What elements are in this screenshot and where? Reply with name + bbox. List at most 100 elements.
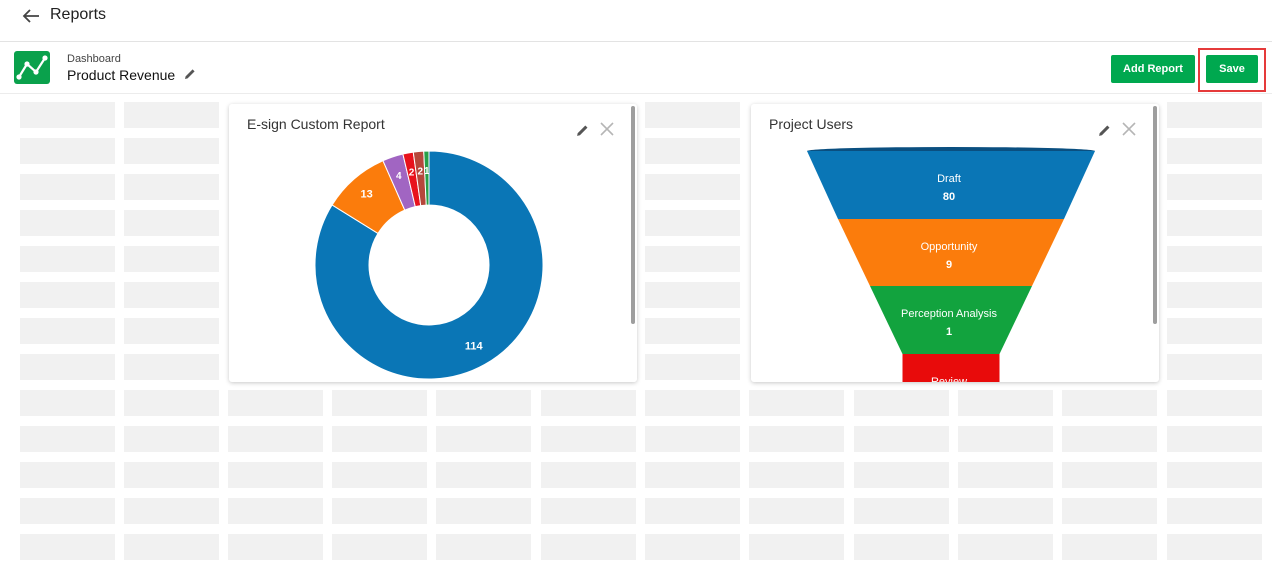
grid-placeholder-cell — [332, 390, 427, 416]
grid-placeholder-cell — [332, 426, 427, 452]
donut-slice[interactable] — [423, 150, 430, 206]
donut-slice-label: 2 — [417, 166, 423, 177]
grid-placeholder-cell — [645, 498, 740, 524]
add-report-button[interactable]: Add Report — [1111, 55, 1195, 83]
top-bar: Reports — [0, 0, 1272, 42]
funnel-stage[interactable] — [902, 354, 1000, 382]
grid-placeholder-cell — [20, 354, 115, 380]
grid-placeholder-cell — [436, 426, 531, 452]
grid-placeholder-cell — [20, 498, 115, 524]
grid-placeholder-cell — [124, 318, 219, 344]
grid-placeholder-cell — [124, 138, 219, 164]
grid-placeholder-cell — [1062, 498, 1157, 524]
funnel-stage[interactable] — [838, 219, 1064, 286]
grid-placeholder-cell — [436, 534, 531, 560]
donut-slice[interactable] — [314, 150, 544, 380]
card-scrollbar[interactable] — [1153, 106, 1157, 324]
funnel-stage-name: Opportunity — [921, 241, 978, 253]
grid-placeholder-cell — [541, 534, 636, 560]
grid-placeholder-cell — [645, 462, 740, 488]
report-card-esign[interactable]: E-sign Custom Report 114 13 4 2 2 1 — [229, 104, 637, 382]
grid-placeholder-cell — [332, 462, 427, 488]
grid-placeholder-cell — [228, 390, 323, 416]
grid-placeholder-cell — [124, 354, 219, 380]
grid-placeholder-cell — [1167, 138, 1262, 164]
grid-placeholder-cell — [20, 282, 115, 308]
grid-placeholder-cell — [749, 498, 844, 524]
grid-placeholder-cell — [645, 282, 740, 308]
grid-placeholder-cell — [854, 390, 949, 416]
grid-placeholder-cell — [645, 390, 740, 416]
grid-placeholder-cell — [645, 318, 740, 344]
dashboard-logo-icon — [14, 51, 50, 84]
grid-placeholder-cell — [1167, 282, 1262, 308]
grid-placeholder-cell — [645, 138, 740, 164]
grid-placeholder-cell — [124, 426, 219, 452]
grid-placeholder-cell — [645, 534, 740, 560]
grid-placeholder-cell — [1167, 246, 1262, 272]
grid-placeholder-cell — [541, 390, 636, 416]
grid-placeholder-cell — [228, 498, 323, 524]
grid-placeholder-cell — [20, 174, 115, 200]
funnel-stage[interactable] — [870, 286, 1032, 354]
dashboard-label: Dashboard — [67, 53, 121, 65]
grid-placeholder-cell — [1167, 534, 1262, 560]
grid-placeholder-cell — [645, 354, 740, 380]
save-button-highlight — [1198, 48, 1266, 92]
grid-placeholder-cell — [228, 534, 323, 560]
card-scrollbar[interactable] — [631, 106, 635, 324]
grid-placeholder-cell — [1167, 462, 1262, 488]
grid-placeholder-cell — [854, 426, 949, 452]
grid-placeholder-cell — [1167, 174, 1262, 200]
grid-placeholder-cell — [1062, 534, 1157, 560]
donut-slice-label: 13 — [361, 188, 373, 200]
dashboard-header: Dashboard Product Revenue Add Report Sav… — [0, 42, 1272, 94]
funnel-stage-value: 1 — [946, 326, 952, 338]
grid-placeholder-cell — [124, 210, 219, 236]
grid-placeholder-cell — [20, 462, 115, 488]
grid-placeholder-cell — [958, 462, 1053, 488]
grid-placeholder-cell — [124, 102, 219, 128]
grid-placeholder-cell — [958, 534, 1053, 560]
report-title: Project Users — [769, 116, 854, 132]
grid-placeholder-cell — [1167, 426, 1262, 452]
grid-placeholder-cell — [124, 174, 219, 200]
page-title: Reports — [50, 6, 107, 23]
edit-report-icon[interactable] — [1098, 124, 1111, 137]
grid-placeholder-cell — [645, 210, 740, 236]
grid-placeholder-cell — [20, 210, 115, 236]
grid-placeholder-cell — [1062, 462, 1157, 488]
funnel-stage-name: Perception Analysis — [901, 308, 997, 320]
report-title: E-sign Custom Report — [247, 116, 385, 132]
grid-placeholder-cell — [332, 534, 427, 560]
grid-placeholder-cell — [1062, 426, 1157, 452]
grid-placeholder-cell — [1062, 390, 1157, 416]
grid-placeholder-cell — [1167, 390, 1262, 416]
dashboard-name: Product Revenue — [67, 67, 176, 83]
report-card-project-users[interactable]: Project Users Draft 80 Opportunity 9 Percept… — [751, 104, 1159, 382]
grid-placeholder-cell — [228, 426, 323, 452]
grid-placeholder-cell — [1167, 318, 1262, 344]
grid-placeholder-cell — [1167, 498, 1262, 524]
close-report-icon[interactable] — [1121, 121, 1137, 137]
grid-placeholder-cell — [958, 390, 1053, 416]
donut-slice-label: 1 — [424, 166, 430, 177]
grid-placeholder-cell — [124, 534, 219, 560]
grid-placeholder-cell — [1167, 102, 1262, 128]
grid-placeholder-cell — [749, 390, 844, 416]
grid-placeholder-cell — [749, 426, 844, 452]
edit-report-icon[interactable] — [576, 124, 589, 137]
grid-placeholder-cell — [541, 462, 636, 488]
grid-placeholder-cell — [1167, 210, 1262, 236]
grid-placeholder-cell — [645, 174, 740, 200]
grid-placeholder-cell — [958, 426, 1053, 452]
back-arrow-icon[interactable] — [20, 5, 42, 27]
funnel-stage[interactable] — [807, 151, 1095, 219]
funnel-stage-name: Review — [931, 376, 967, 382]
grid-placeholder-cell — [20, 534, 115, 560]
edit-dashboard-name-icon[interactable] — [184, 68, 196, 80]
grid-placeholder-cell — [854, 462, 949, 488]
close-report-icon[interactable] — [599, 121, 615, 137]
funnel-stage-name: Draft — [937, 173, 961, 185]
save-button[interactable]: Save — [1206, 55, 1258, 83]
